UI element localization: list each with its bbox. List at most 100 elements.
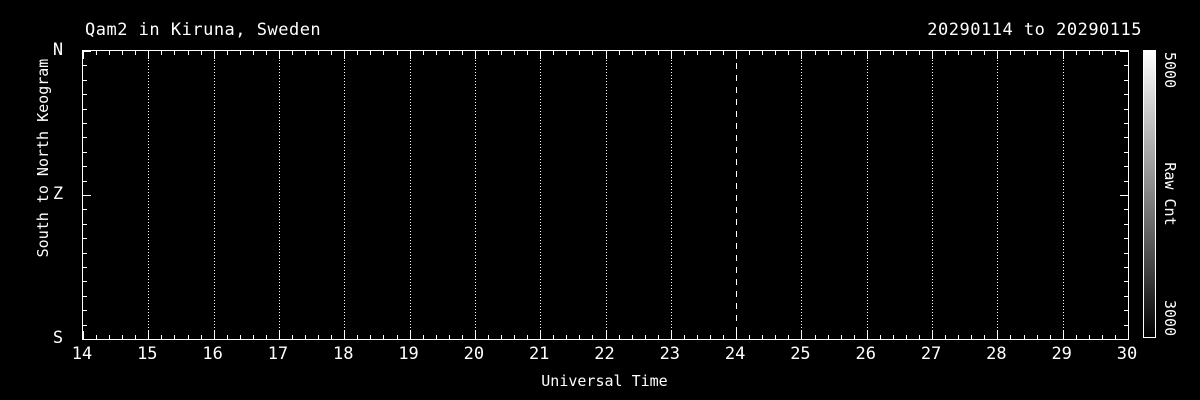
x-tick-minor: [618, 51, 620, 55]
x-tick-minor: [161, 335, 163, 339]
x-tick-major: [278, 331, 280, 339]
x-tick-minor: [683, 51, 685, 55]
x-tick-minor: [879, 335, 881, 339]
x-tick-minor: [396, 51, 398, 55]
y-tick-major: [83, 195, 91, 196]
y-tick-minor: [83, 223, 87, 225]
x-tick-minor: [239, 335, 241, 339]
x-tick-minor: [527, 51, 529, 55]
x-tick-minor: [187, 51, 189, 55]
gridline-x: [148, 51, 150, 339]
x-tick-minor: [814, 335, 816, 339]
y-tick-major: [1120, 195, 1128, 196]
gridline-x: [932, 51, 934, 339]
x-tick-minor: [174, 51, 176, 55]
x-tick-minor: [435, 335, 437, 339]
x-tick-major: [736, 51, 738, 59]
x-tick-major: [997, 331, 999, 339]
x-tick-major: [213, 51, 215, 59]
x-tick-minor: [370, 51, 372, 55]
x-tick-minor: [461, 51, 463, 55]
x-tick-minor: [135, 51, 137, 55]
y-tick-minor: [1124, 108, 1128, 110]
x-tick-minor: [749, 51, 751, 55]
x-tick-minor: [945, 51, 947, 55]
x-tick-minor: [566, 335, 568, 339]
keogram-plot-area[interactable]: [82, 50, 1129, 340]
x-tick-minor: [788, 51, 790, 55]
x-tick-minor: [749, 335, 751, 339]
x-tick-minor: [383, 51, 385, 55]
y-tick-major: [1120, 51, 1128, 52]
x-tick-minor: [762, 335, 764, 339]
keogram-canvas: [83, 51, 1128, 339]
x-tick-major: [278, 51, 280, 59]
y-tick-minor: [1124, 267, 1128, 268]
gridline-x: [866, 51, 868, 339]
y-tick-minor: [1124, 295, 1128, 297]
x-tick-major: [605, 331, 607, 339]
x-tick-label: 19: [398, 344, 419, 364]
x-tick-label: 14: [71, 344, 93, 364]
x-tick-label: 28: [986, 344, 1007, 364]
x-tick-minor: [905, 335, 907, 339]
y-tick-minor: [83, 209, 87, 211]
x-tick-label: 21: [528, 344, 550, 364]
x-tick-major: [344, 331, 346, 339]
x-tick-minor: [174, 335, 176, 339]
x-tick-major: [670, 51, 672, 59]
colorbar-max-label: 5000: [1161, 52, 1179, 89]
x-tick-label: 20: [463, 344, 485, 364]
x-tick-minor: [984, 51, 986, 55]
x-tick-minor: [853, 51, 855, 55]
y-tick-minor: [1124, 281, 1128, 283]
gridline-x: [409, 51, 411, 339]
y-tick-minor: [83, 238, 87, 240]
x-tick-minor: [1088, 335, 1090, 339]
x-tick-minor: [318, 51, 320, 55]
x-tick-minor: [122, 51, 124, 55]
x-tick-minor: [553, 51, 555, 55]
x-tick-minor: [984, 335, 986, 339]
x-tick-major: [83, 51, 84, 59]
x-tick-minor: [501, 51, 502, 55]
x-tick-minor: [200, 51, 202, 55]
x-tick-label: 23: [659, 344, 681, 364]
x-tick-minor: [487, 51, 489, 55]
x-tick-major: [213, 331, 215, 339]
y-tick-label: N: [52, 40, 64, 60]
x-tick-minor: [579, 335, 581, 339]
x-tick-minor: [501, 335, 502, 339]
x-tick-minor: [226, 335, 228, 339]
x-tick-major: [540, 331, 542, 339]
x-tick-minor: [1114, 51, 1116, 55]
x-tick-minor: [1101, 51, 1103, 55]
x-tick-minor: [239, 51, 241, 55]
x-tick-minor: [357, 335, 359, 339]
x-tick-minor: [723, 51, 725, 55]
x-tick-minor: [892, 51, 894, 55]
x-tick-minor: [265, 335, 267, 339]
x-tick-minor: [370, 335, 372, 339]
x-tick-minor: [592, 51, 594, 55]
x-tick-label: 25: [790, 344, 811, 364]
x-tick-minor: [762, 51, 764, 55]
x-tick-major: [540, 51, 542, 59]
x-tick-minor: [971, 335, 973, 339]
x-tick-major: [801, 51, 803, 59]
gridline-x: [213, 51, 215, 339]
x-tick-minor: [618, 335, 620, 339]
y-tick-minor: [1124, 209, 1128, 211]
x-tick-minor: [566, 51, 568, 55]
y-tick-minor: [1124, 310, 1128, 312]
y-tick-minor: [83, 252, 87, 254]
x-tick-major: [409, 331, 411, 339]
y-tick-minor: [83, 108, 87, 110]
x-tick-minor: [514, 335, 516, 339]
gridline-x: [670, 51, 672, 339]
x-tick-minor: [1010, 335, 1012, 339]
colorbar-min-label: 3000: [1161, 299, 1179, 336]
x-tick-minor: [252, 335, 254, 339]
y-tick-minor: [1124, 166, 1128, 168]
x-tick-minor: [696, 51, 698, 55]
